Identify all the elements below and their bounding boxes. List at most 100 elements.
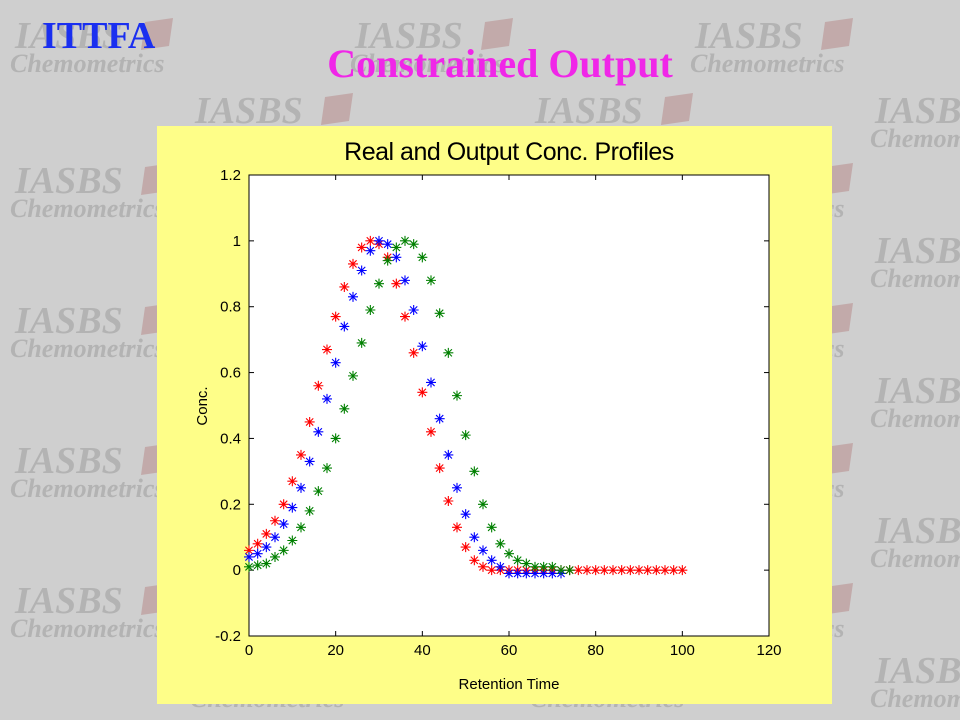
data-point <box>616 565 627 576</box>
data-point <box>339 403 350 414</box>
data-point <box>469 466 480 477</box>
data-point <box>408 347 419 358</box>
data-point <box>512 568 523 579</box>
watermark-flag-icon <box>661 93 693 125</box>
y-tick-label: 0.2 <box>220 496 241 513</box>
data-point <box>313 486 324 497</box>
data-point <box>547 568 558 579</box>
data-point <box>313 380 324 391</box>
data-point <box>313 426 324 437</box>
data-point <box>261 542 272 553</box>
data-point <box>590 565 601 576</box>
watermark-flag-icon <box>821 18 853 50</box>
data-point <box>339 281 350 292</box>
data-point <box>408 305 419 316</box>
data-point <box>374 278 384 289</box>
data-point <box>521 568 532 579</box>
data-point <box>261 528 272 539</box>
data-point <box>374 235 384 246</box>
data-point <box>452 522 462 533</box>
data-point <box>512 555 523 566</box>
data-point <box>452 390 462 401</box>
watermark-text: Chemometrics <box>10 614 165 643</box>
data-point <box>356 265 367 276</box>
y-tick-label: 0 <box>233 562 241 579</box>
data-point <box>469 555 480 566</box>
data-point <box>660 565 670 576</box>
data-point <box>391 252 402 263</box>
data-point <box>322 393 332 404</box>
data-point <box>382 255 393 266</box>
data-point <box>434 308 445 319</box>
data-point <box>244 551 254 562</box>
y-tick-label: 1 <box>233 233 241 250</box>
data-point <box>356 337 367 348</box>
x-tick-label: 60 <box>501 642 518 659</box>
data-point <box>278 519 289 530</box>
data-point <box>304 456 315 467</box>
watermark-text: Chemometrics <box>10 194 165 223</box>
watermark-text: IASBS <box>14 15 123 57</box>
data-point <box>365 245 376 256</box>
data-point <box>244 561 254 572</box>
watermark-text: Chemometrics <box>870 544 960 573</box>
data-point <box>573 565 584 576</box>
data-point <box>400 235 410 246</box>
y-tick-label: -0.2 <box>215 628 241 645</box>
data-point <box>426 377 436 388</box>
data-point <box>504 548 514 559</box>
data-point <box>460 430 471 441</box>
data-point <box>651 565 662 576</box>
data-point <box>504 568 514 579</box>
data-point <box>287 535 298 546</box>
data-point <box>382 239 393 250</box>
data-point <box>400 311 410 322</box>
figure-panel: Real and Output Conc. Profiles Retention… <box>157 126 832 704</box>
data-point <box>417 341 428 352</box>
data-point <box>478 545 488 556</box>
data-point <box>348 291 358 302</box>
x-tick-label: 120 <box>756 642 781 659</box>
y-tick-label: 1.2 <box>220 167 241 184</box>
data-point <box>296 449 306 460</box>
data-point <box>400 275 410 286</box>
data-point <box>339 321 350 332</box>
data-point <box>582 565 592 576</box>
data-point <box>426 426 436 437</box>
watermark-text: IASBS <box>874 650 960 692</box>
data-point <box>296 522 306 533</box>
watermark-text: Chemometrics <box>870 264 960 293</box>
watermark-text: IASBS <box>874 90 960 132</box>
data-point <box>417 387 428 398</box>
data-point <box>270 532 280 543</box>
data-point <box>443 495 454 506</box>
data-point <box>538 568 549 579</box>
data-point <box>270 515 280 526</box>
data-point <box>296 482 306 493</box>
watermark-text: IASBS <box>874 230 960 272</box>
series-layer <box>244 235 688 579</box>
data-point <box>261 558 272 569</box>
data-point <box>287 476 298 487</box>
watermark-text: IASBS <box>534 90 643 132</box>
watermark-text: Chemometrics <box>870 684 960 713</box>
data-point <box>252 560 263 571</box>
data-point <box>452 482 462 493</box>
watermark-text: Chemometrics <box>10 334 165 363</box>
data-point <box>538 561 549 572</box>
slide-title: Constrained Output <box>327 41 673 86</box>
y-axis-label: Conc. <box>194 386 211 425</box>
watermark-text: Chemometrics <box>10 474 165 503</box>
x-tick-label: 40 <box>414 642 431 659</box>
data-point <box>356 242 367 253</box>
x-tick-label: 20 <box>327 642 344 659</box>
chart: Real and Output Conc. Profiles Retention… <box>194 138 782 693</box>
watermark-text: IASBS <box>14 160 123 202</box>
